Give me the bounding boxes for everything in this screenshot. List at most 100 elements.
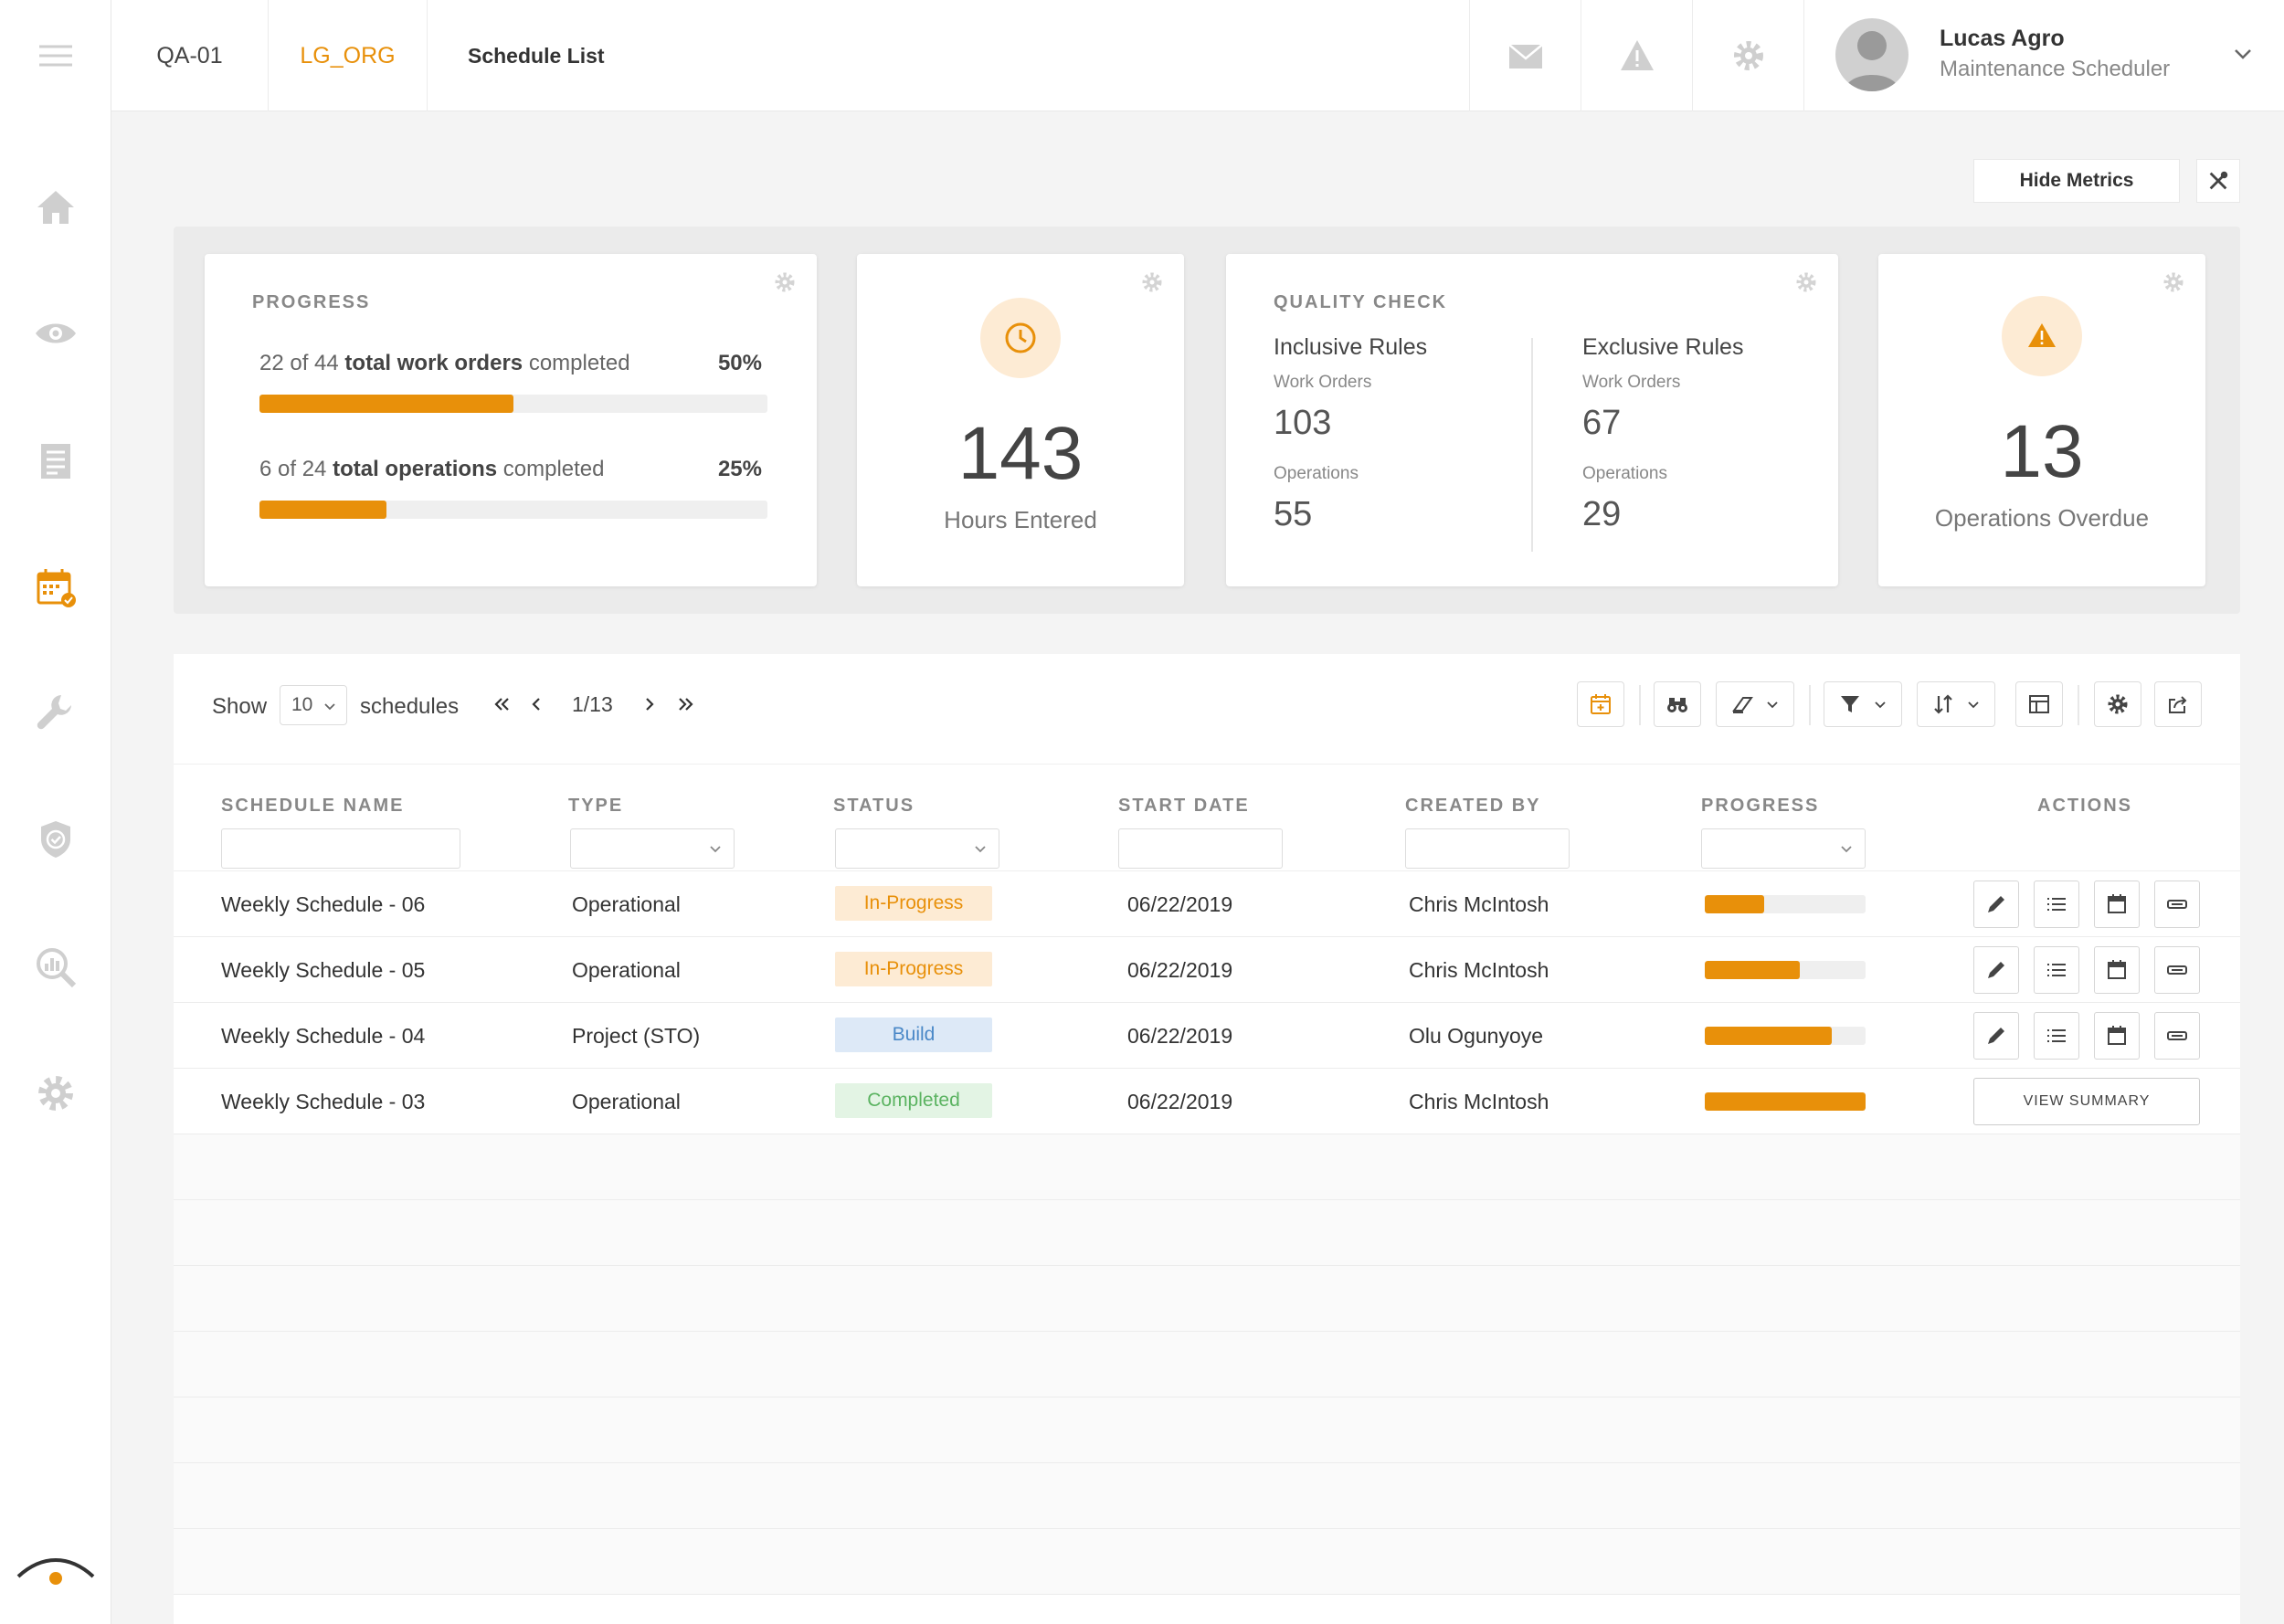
schedule-name[interactable]: Weekly Schedule - 03 bbox=[221, 1089, 426, 1113]
type-filter[interactable] bbox=[570, 828, 735, 869]
start-date: 06/22/2019 bbox=[1127, 957, 1233, 982]
empty-row bbox=[174, 1266, 2240, 1332]
card-settings-icon[interactable] bbox=[2162, 270, 2185, 294]
sidebar-item-schedule[interactable] bbox=[0, 555, 122, 619]
first-page-button[interactable] bbox=[488, 691, 515, 718]
schedule-name[interactable]: Weekly Schedule - 04 bbox=[221, 1023, 426, 1048]
chevron-down-icon bbox=[710, 846, 721, 853]
col-status[interactable]: STATUS bbox=[833, 796, 915, 816]
table-settings-button[interactable] bbox=[2094, 681, 2141, 727]
details-button[interactable] bbox=[2034, 1012, 2079, 1060]
progress-filter[interactable] bbox=[1701, 828, 1866, 869]
inclusive-rules-title: Inclusive Rules bbox=[1274, 334, 1428, 360]
edit-button[interactable] bbox=[1973, 946, 2019, 994]
calendar-button[interactable] bbox=[2094, 881, 2140, 928]
settings-button[interactable] bbox=[1692, 0, 1803, 111]
schedule-type: Operational bbox=[572, 1089, 681, 1113]
start-date-filter[interactable] bbox=[1118, 828, 1283, 869]
user-avatar-icon bbox=[1845, 31, 1899, 91]
col-schedule-name[interactable]: SCHEDULE NAME bbox=[221, 796, 405, 816]
hours-value: 143 bbox=[957, 412, 1084, 495]
user-role: Maintenance Scheduler bbox=[1940, 57, 2171, 81]
export-button[interactable] bbox=[2154, 681, 2202, 727]
edit-button[interactable] bbox=[1973, 1012, 2019, 1060]
schedule-name-filter[interactable] bbox=[221, 828, 460, 869]
user-menu[interactable]: Lucas Agro Maintenance Scheduler bbox=[1803, 0, 2284, 111]
chevron-down-icon bbox=[1767, 701, 1778, 709]
page-size-select[interactable]: 10 bbox=[280, 685, 347, 725]
prev-page-button[interactable] bbox=[523, 691, 550, 718]
clock-icon-badge bbox=[980, 298, 1061, 378]
search-button[interactable] bbox=[1654, 681, 1701, 727]
exclusive-wo-label: Work Orders bbox=[1582, 373, 1681, 392]
start-date: 06/22/2019 bbox=[1127, 891, 1233, 916]
card-settings-icon[interactable] bbox=[1140, 270, 1164, 294]
toolbar-divider bbox=[1639, 685, 1641, 725]
inclusive-ops-value: 55 bbox=[1274, 495, 1313, 533]
sidebar-item-security[interactable] bbox=[0, 807, 111, 871]
col-progress[interactable]: PROGRESS bbox=[1701, 796, 1820, 816]
details-button[interactable] bbox=[2034, 946, 2079, 994]
toolbar-divider bbox=[2078, 685, 2079, 725]
sidebar-item-list[interactable] bbox=[0, 429, 111, 493]
created-by: Chris McIntosh bbox=[1409, 957, 1549, 982]
chevron-down-icon[interactable] bbox=[2229, 40, 2257, 68]
hide-metrics-button[interactable]: Hide Metrics bbox=[1973, 159, 2180, 203]
show-label: Show bbox=[212, 694, 268, 719]
operations-percent: 25% bbox=[717, 457, 762, 481]
more-button[interactable] bbox=[2154, 1012, 2200, 1060]
menu-button[interactable] bbox=[0, 0, 111, 111]
double-chevron-left-icon bbox=[494, 698, 509, 711]
table-row[interactable]: Weekly Schedule - 04 Project (STO) Build… bbox=[174, 1003, 2240, 1069]
next-page-button[interactable] bbox=[636, 691, 663, 718]
card-settings-icon[interactable] bbox=[1794, 270, 1818, 294]
sort-dropdown[interactable] bbox=[1917, 681, 1995, 727]
created-by: Chris McIntosh bbox=[1409, 891, 1549, 916]
gear-icon bbox=[38, 1076, 73, 1111]
last-page-button[interactable] bbox=[672, 691, 700, 718]
table-row[interactable]: Weekly Schedule - 06 Operational In-Prog… bbox=[174, 871, 2240, 937]
card-settings-icon[interactable] bbox=[773, 270, 797, 294]
org-selector[interactable]: LG_ORG bbox=[269, 0, 428, 111]
col-created-by[interactable]: CREATED BY bbox=[1405, 796, 1541, 816]
schedule-name[interactable]: Weekly Schedule - 05 bbox=[221, 957, 426, 982]
alerts-button[interactable] bbox=[1581, 0, 1692, 111]
details-button[interactable] bbox=[2034, 881, 2079, 928]
sort-icon bbox=[1934, 694, 1952, 714]
more-button[interactable] bbox=[2154, 946, 2200, 994]
view-summary-button[interactable]: VIEW SUMMARY bbox=[1973, 1078, 2200, 1125]
edit-button[interactable] bbox=[1973, 881, 2019, 928]
sidebar-item-analytics[interactable] bbox=[0, 935, 111, 999]
created-by-filter[interactable] bbox=[1405, 828, 1570, 869]
table-row[interactable]: Weekly Schedule - 03 Operational Complet… bbox=[174, 1069, 2240, 1134]
sidebar-item-view[interactable] bbox=[0, 301, 111, 365]
customize-button[interactable] bbox=[2196, 159, 2240, 203]
shield-check-icon bbox=[41, 821, 70, 858]
schedule-name[interactable]: Weekly Schedule - 06 bbox=[221, 891, 426, 916]
chevron-down-icon bbox=[1968, 701, 1979, 709]
table-row[interactable]: Weekly Schedule - 05 Operational In-Prog… bbox=[174, 937, 2240, 1003]
filter-dropdown[interactable] bbox=[1824, 681, 1902, 727]
table-header: SCHEDULE NAME TYPE STATUS START DATE CRE… bbox=[174, 764, 2240, 871]
sidebar-item-home[interactable] bbox=[0, 175, 111, 239]
sidebar-item-settings[interactable] bbox=[0, 1061, 111, 1125]
gear-icon bbox=[2108, 694, 2128, 714]
exclusive-wo-value: 67 bbox=[1582, 404, 1622, 442]
row-progress-bar bbox=[1705, 1092, 1866, 1111]
col-start-date[interactable]: START DATE bbox=[1118, 796, 1250, 816]
pencil-icon bbox=[1988, 1028, 2004, 1044]
columns-button[interactable] bbox=[2015, 681, 2063, 727]
clear-filters-dropdown[interactable] bbox=[1716, 681, 1794, 727]
calendar-button[interactable] bbox=[2094, 946, 2140, 994]
status-filter[interactable] bbox=[835, 828, 999, 869]
add-schedule-button[interactable] bbox=[1577, 681, 1624, 727]
col-type[interactable]: TYPE bbox=[568, 796, 624, 816]
inclusive-wo-label: Work Orders bbox=[1274, 373, 1372, 392]
calendar-button[interactable] bbox=[2094, 1012, 2140, 1060]
site-selector[interactable]: QA-01 bbox=[111, 0, 269, 111]
messages-button[interactable] bbox=[1469, 0, 1581, 111]
more-button[interactable] bbox=[2154, 881, 2200, 928]
quality-divider bbox=[1531, 338, 1533, 552]
sidebar-item-tools[interactable] bbox=[0, 681, 111, 745]
toolbar-divider bbox=[1809, 685, 1811, 725]
